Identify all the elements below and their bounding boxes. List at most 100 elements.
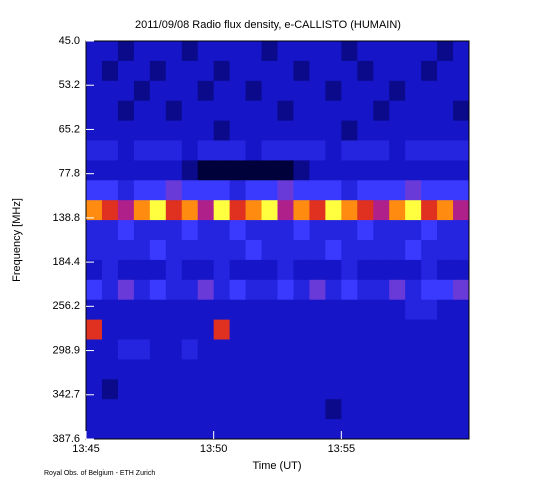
heatmap-cell <box>101 359 119 380</box>
heatmap-cell <box>293 220 310 241</box>
heatmap-cell <box>101 41 119 62</box>
heatmap-cell <box>245 160 263 181</box>
heatmap-cell <box>325 220 342 241</box>
heatmap-cell <box>213 259 231 281</box>
heatmap-cell <box>421 299 438 321</box>
heatmap-cell <box>261 359 278 380</box>
heatmap-cell <box>309 240 326 261</box>
heatmap-cell <box>453 41 470 62</box>
heatmap-cell <box>261 80 278 102</box>
heatmap-cell <box>213 339 231 360</box>
heatmap-cell <box>293 60 310 82</box>
heatmap-cell <box>86 240 103 261</box>
heatmap-cell <box>181 419 199 440</box>
heatmap-cell <box>261 379 278 400</box>
heatmap-cell <box>165 180 183 201</box>
heatmap-cell <box>389 279 406 301</box>
heatmap-cell <box>421 60 438 82</box>
heatmap-cell <box>373 120 390 141</box>
heatmap-cell <box>405 140 422 161</box>
y-tick-label: 53.2 <box>59 79 80 91</box>
heatmap-cell <box>101 200 119 221</box>
heatmap-cell <box>213 359 231 380</box>
chart-title: 2011/09/08 Radio flux density, e-CALLIST… <box>135 19 401 31</box>
heatmap-cell <box>373 319 390 340</box>
heatmap-cell <box>86 279 103 301</box>
heatmap-cell <box>389 180 406 201</box>
heatmap-cell <box>421 240 438 261</box>
heatmap-cell <box>373 220 390 241</box>
heatmap-cell <box>437 399 454 420</box>
heatmap-cell <box>389 80 406 102</box>
heatmap-cell <box>309 319 326 340</box>
heatmap-cell <box>101 220 119 241</box>
heatmap-cell <box>389 419 406 440</box>
heatmap-cell <box>405 180 422 201</box>
heatmap-cell <box>357 319 374 340</box>
heatmap-cell <box>437 279 454 301</box>
heatmap-cell <box>213 41 231 62</box>
heatmap-cell <box>341 220 358 241</box>
heatmap-cell <box>197 140 215 161</box>
heatmap-cell <box>453 120 470 141</box>
heatmap-cell <box>325 41 342 62</box>
heatmap-cell <box>277 279 294 301</box>
heatmap-cell <box>309 41 326 62</box>
heatmap-cell <box>341 279 358 301</box>
heatmap-cell <box>213 399 231 420</box>
heatmap-cell <box>389 120 406 141</box>
heatmap-cell <box>357 299 374 321</box>
heatmap-cell <box>86 140 103 161</box>
heatmap-cell <box>213 100 231 122</box>
heatmap-cell <box>245 359 263 380</box>
heatmap-cell <box>197 180 215 201</box>
heatmap-cell <box>86 41 103 62</box>
heatmap-cell <box>133 379 151 400</box>
heatmap-cell <box>421 259 438 281</box>
heatmap-cell <box>357 359 374 380</box>
heatmap-cell <box>181 279 199 301</box>
heatmap-cell <box>213 80 231 102</box>
y-tick-label: 138.8 <box>52 212 80 224</box>
heatmap-cell <box>341 180 358 201</box>
heatmap-cell <box>101 140 119 161</box>
heatmap-cell <box>325 140 342 161</box>
heatmap-cell <box>229 359 247 380</box>
heatmap-cell <box>213 180 231 201</box>
heatmap-cell <box>133 399 151 420</box>
heatmap-cell <box>133 220 151 241</box>
heatmap-cell <box>389 259 406 281</box>
heatmap-cell <box>101 60 119 82</box>
heatmap-cell <box>389 140 406 161</box>
heatmap-cell <box>341 80 358 102</box>
heatmap-cell <box>245 60 263 82</box>
heatmap-cell <box>373 359 390 380</box>
heatmap-cell <box>453 419 470 440</box>
heatmap-cell <box>197 100 215 122</box>
heatmap-cell <box>309 140 326 161</box>
heatmap-cell <box>86 319 103 340</box>
heatmap-cell <box>149 80 167 102</box>
heatmap-cell <box>277 359 294 380</box>
heatmap-cell <box>133 80 151 102</box>
heatmap-cell <box>453 359 470 380</box>
heatmap-cell <box>309 279 326 301</box>
heatmap-cell <box>405 120 422 141</box>
heatmap-cell <box>165 399 183 420</box>
heatmap-cell <box>389 319 406 340</box>
heatmap-cell <box>277 339 294 360</box>
heatmap-cell <box>437 160 454 181</box>
heatmap-cell <box>245 240 263 261</box>
heatmap-cell <box>133 60 151 82</box>
heatmap-cell <box>245 299 263 321</box>
heatmap-cell <box>405 399 422 420</box>
heatmap-cell <box>357 240 374 261</box>
heatmap-cell <box>245 41 263 62</box>
heatmap-cell <box>293 41 310 62</box>
heatmap-cell <box>213 160 231 181</box>
heatmap-cell <box>341 339 358 360</box>
heatmap-cell <box>245 419 263 440</box>
heatmap-cell <box>117 299 135 321</box>
heatmap-cell <box>405 359 422 380</box>
